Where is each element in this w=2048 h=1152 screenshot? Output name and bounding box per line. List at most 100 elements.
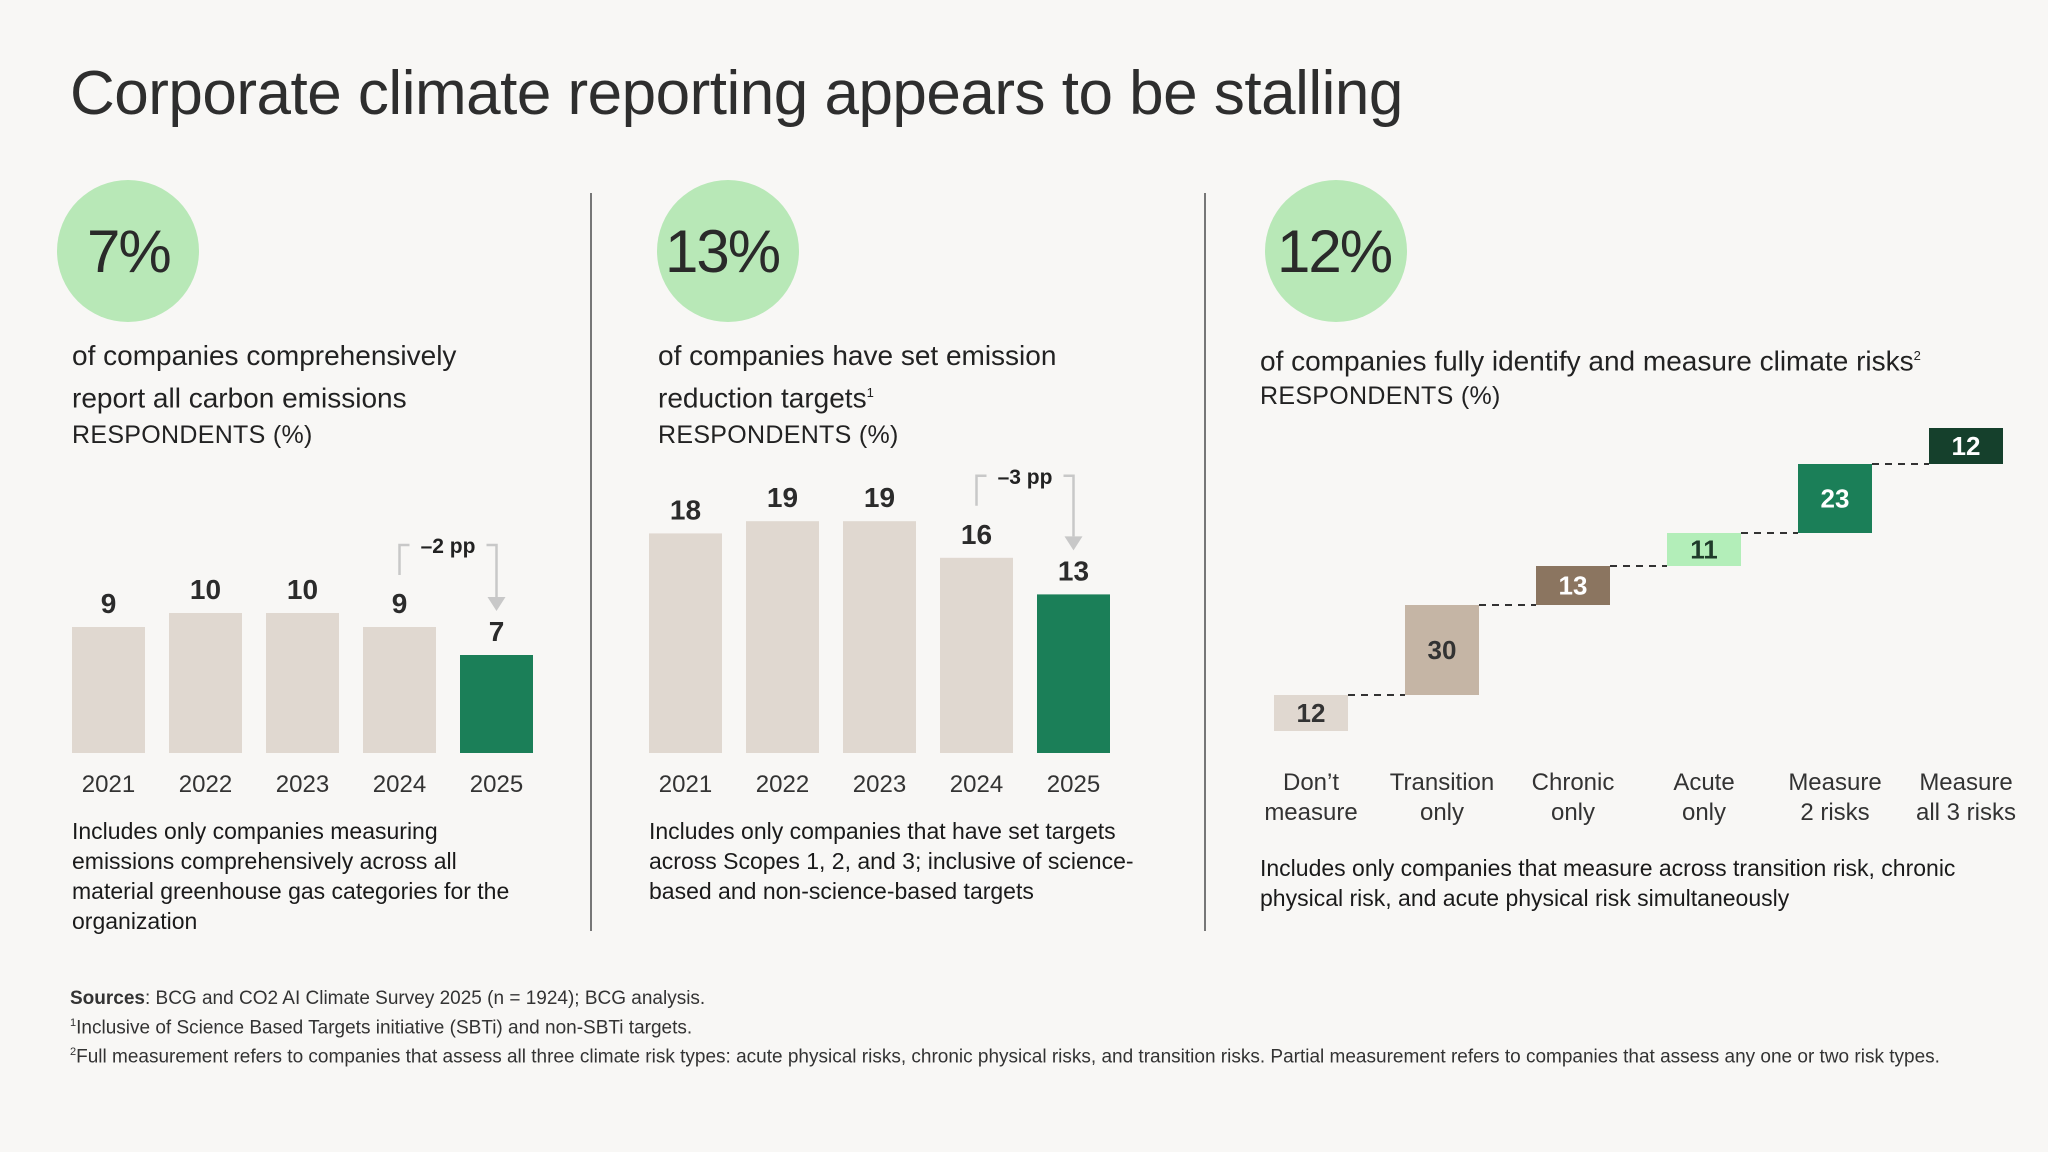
category-label: Transition bbox=[1390, 769, 1494, 796]
bar-value-label: 13 bbox=[1058, 555, 1089, 586]
bar-value-label: 10 bbox=[190, 574, 221, 605]
waterfall-value-label: 12 bbox=[1952, 431, 1981, 461]
category-label: only bbox=[1551, 799, 1595, 826]
x-tick-label: 2022 bbox=[179, 771, 232, 798]
bar-2021 bbox=[649, 533, 722, 753]
respondents-label: RESPONDENTS (%) bbox=[72, 421, 313, 449]
bar-value-label: 10 bbox=[287, 574, 318, 605]
respondents-label: RESPONDENTS (%) bbox=[1260, 382, 1501, 410]
change-arrowhead bbox=[1064, 536, 1083, 551]
x-tick-label: 2025 bbox=[1047, 771, 1100, 798]
subtitle-text: of companies have set emission reduction… bbox=[658, 340, 1057, 414]
x-tick-label: 2021 bbox=[82, 771, 135, 798]
waterfall-value-label: 13 bbox=[1559, 571, 1588, 601]
subtitle-footnote-mark: 2 bbox=[1913, 348, 1921, 363]
footnote-2-mark: 2 bbox=[70, 1046, 77, 1059]
panel-note: Includes only companies that have set ta… bbox=[649, 818, 1134, 904]
change-bracket-right bbox=[486, 543, 498, 597]
category-label: Measure bbox=[1788, 769, 1881, 796]
bar-2023 bbox=[843, 521, 916, 753]
subtitle-text: of companies fully identify and measure … bbox=[1260, 345, 1914, 377]
category-label: Chronic bbox=[1532, 769, 1615, 796]
waterfall-bar-2 bbox=[1405, 605, 1479, 695]
category-label: only bbox=[1420, 799, 1464, 826]
kpi-circle: 7% bbox=[57, 180, 199, 322]
waterfall-bar-3 bbox=[1536, 566, 1610, 605]
kpi-circle: 12% bbox=[1265, 180, 1407, 322]
footnote-2: 2Full measurement refers to companies th… bbox=[70, 1040, 1970, 1069]
category-label: Acute bbox=[1673, 769, 1734, 796]
kpi-value: 12% bbox=[1277, 217, 1393, 285]
change-arrowhead bbox=[487, 597, 506, 611]
x-tick-label: 2024 bbox=[373, 771, 426, 798]
waterfall-bar-6 bbox=[1929, 428, 2003, 464]
bar-2025 bbox=[460, 655, 533, 753]
panel-emission-targets: 13% of companies have set emission reduc… bbox=[592, 0, 1204, 1152]
panel-climate-risks: 12% of companies fully identify and meas… bbox=[1206, 0, 2048, 1152]
x-tick-label: 2024 bbox=[950, 771, 1003, 798]
panel-note: Includes only companies measuring emissi… bbox=[72, 818, 510, 934]
footnote-1-text: Inclusive of Science Based Targets initi… bbox=[76, 1017, 693, 1039]
bar-2021 bbox=[72, 627, 145, 753]
footnote-1-mark: 1 bbox=[70, 1017, 77, 1029]
panel-subtitle: of companies fully identify and measure … bbox=[1260, 337, 2040, 379]
panel-carbon-emissions: 7% of companies comprehensively report a… bbox=[0, 0, 590, 1152]
bar-value-label: 19 bbox=[767, 482, 798, 513]
panel-subtitle: of companies have set emission reduction… bbox=[658, 337, 1098, 416]
category-label: 2 risks bbox=[1800, 799, 1869, 826]
sources-text: : BCG and CO2 AI Climate Survey 2025 (n … bbox=[144, 988, 706, 1009]
sources-label: Sources bbox=[70, 988, 145, 1009]
bar-2024 bbox=[940, 557, 1013, 753]
respondents-label: RESPONDENTS (%) bbox=[658, 421, 899, 449]
footer-notes: Sources: BCG and CO2 AI Climate Survey 2… bbox=[70, 986, 1970, 1070]
bar-value-label: 16 bbox=[961, 519, 992, 550]
subtitle-text: of companies comprehensively report all … bbox=[72, 340, 457, 414]
bar-chart-emissions: 9 2021 10 2022 10 2023 9 2024 7 2025 –2 pp bbox=[72, 535, 533, 798]
bar-2023 bbox=[266, 613, 339, 753]
waterfall-bar-1 bbox=[1274, 695, 1348, 731]
change-annotation: –3 pp bbox=[998, 466, 1053, 489]
x-tick-label: 2025 bbox=[470, 771, 523, 798]
bar-2025 bbox=[1037, 594, 1110, 753]
kpi-circle: 13% bbox=[657, 180, 799, 322]
waterfall-value-label: 11 bbox=[1690, 535, 1718, 565]
sources-line: Sources: BCG and CO2 AI Climate Survey 2… bbox=[70, 986, 1970, 1011]
footnote-2-text: Full measurement refers to companies tha… bbox=[76, 1046, 1940, 1068]
waterfall-value-label: 30 bbox=[1428, 635, 1457, 665]
bar-value-label: 7 bbox=[489, 616, 505, 647]
bar-value-label: 19 bbox=[864, 482, 895, 513]
kpi-value: 7% bbox=[87, 217, 172, 285]
change-annotation: –2 pp bbox=[421, 535, 476, 558]
category-label: measure bbox=[1264, 799, 1357, 826]
subtitle-footnote-mark: 1 bbox=[866, 385, 874, 400]
category-label: all 3 risks bbox=[1916, 799, 2016, 826]
category-label: only bbox=[1682, 799, 1726, 826]
waterfall-value-label: 12 bbox=[1297, 698, 1326, 728]
footnote-1: 1Inclusive of Science Based Targets init… bbox=[70, 1011, 1970, 1040]
change-bracket-left bbox=[398, 543, 410, 575]
bar-2022 bbox=[169, 613, 242, 753]
waterfall-bar-5 bbox=[1798, 464, 1872, 533]
x-tick-label: 2023 bbox=[853, 771, 906, 798]
kpi-value: 13% bbox=[665, 217, 781, 285]
page-title: Corporate climate reporting appears to b… bbox=[70, 59, 1403, 128]
bar-value-label: 9 bbox=[392, 588, 408, 619]
x-tick-label: 2023 bbox=[276, 771, 329, 798]
divider-right bbox=[1204, 193, 1206, 931]
bar-2022 bbox=[746, 521, 819, 753]
category-label: Measure bbox=[1919, 769, 2012, 796]
panel-subtitle: of companies comprehensively report all … bbox=[72, 337, 512, 416]
bar-value-label: 9 bbox=[101, 588, 117, 619]
bar-value-label: 18 bbox=[670, 494, 701, 525]
waterfall-chart-risks: 12 Don’t measure 30 Transition only 13 Chronic o… bbox=[1264, 428, 2016, 826]
bar-2024 bbox=[363, 627, 436, 753]
bar-chart-targets: 18 2021 19 2022 19 2023 16 2024 13 2025 –3 pp bbox=[649, 466, 1110, 798]
divider-left bbox=[590, 193, 592, 931]
change-bracket-left bbox=[975, 474, 987, 506]
x-tick-label: 2022 bbox=[756, 771, 809, 798]
waterfall-bar-4 bbox=[1667, 533, 1741, 566]
waterfall-value-label: 23 bbox=[1821, 484, 1850, 514]
change-bracket-right bbox=[1063, 474, 1075, 537]
x-tick-label: 2021 bbox=[659, 771, 712, 798]
panel-note: Includes only companies that measure acr… bbox=[1260, 855, 1956, 911]
